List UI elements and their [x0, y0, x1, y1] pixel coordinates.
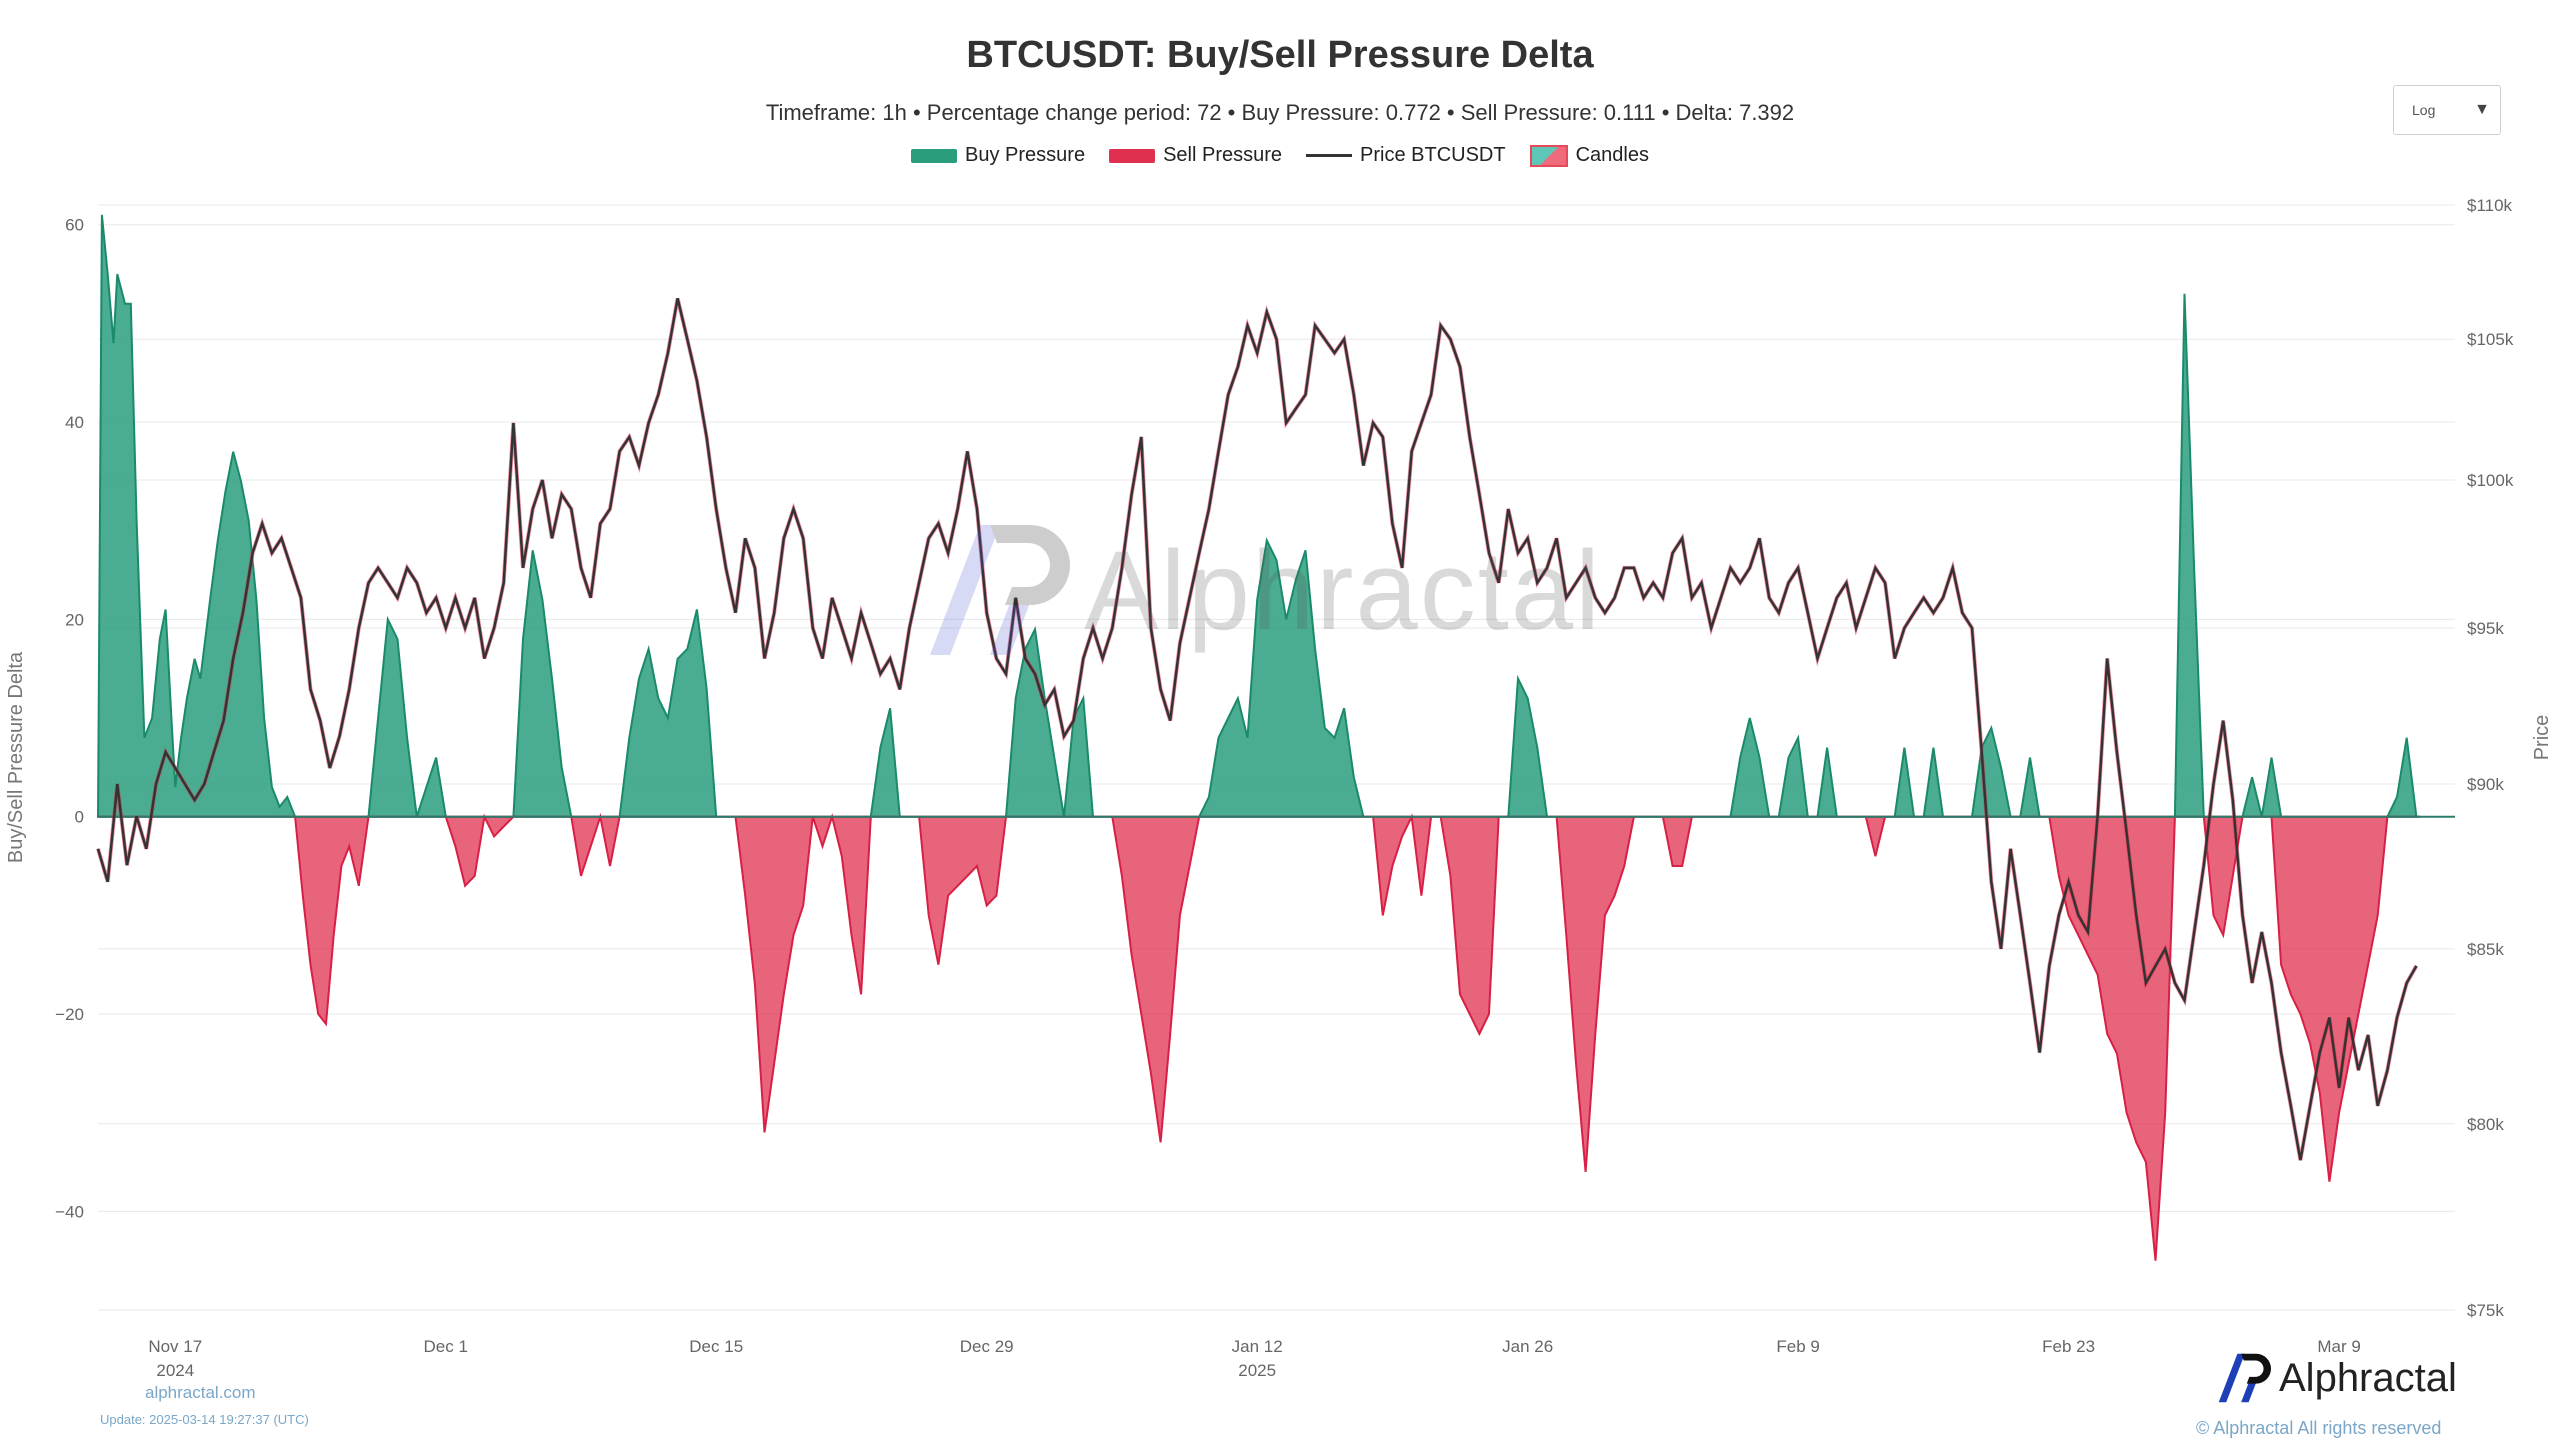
buy-pressure-swatch [911, 148, 958, 163]
x-tick-label: Mar 9 [2317, 1337, 2360, 1356]
legend-label: Buy Pressure [965, 144, 1086, 166]
scale-select-value: Log [2412, 102, 2436, 118]
axes: $110k $105k $100k $95k $90k $85k $80k $75k 60 40 2… [5, 196, 2553, 1380]
price-line [96, 298, 2418, 1161]
y2-tick-label: $95k [2467, 619, 2504, 638]
sell-pressure-swatch [1109, 148, 1156, 163]
chevron-down-icon: ▼ [2474, 101, 2490, 118]
y2-tick-label: $85k [2467, 940, 2504, 959]
x-tick-label: Dec 15 [689, 1337, 743, 1356]
x-tick-label: Dec 1 [424, 1337, 468, 1356]
price-line-swatch [1306, 154, 1353, 157]
legend-item-sell-pressure[interactable]: Sell Pressure [1109, 144, 1282, 167]
legend-label: Sell Pressure [1163, 144, 1283, 166]
y-tick-label: 0 [75, 808, 84, 827]
x-tick-label: Feb 9 [1776, 1337, 1819, 1356]
legend-label: Price BTCUSDT [1360, 144, 1506, 166]
sell-pressure-area [97, 812, 2421, 1261]
y2-tick-label: $110k [2467, 196, 2513, 215]
y-tick-label: 60 [65, 216, 84, 235]
pressure-areas [97, 214, 2455, 1261]
y-tick-label: −40 [55, 1202, 84, 1221]
y2-tick-label: $80k [2467, 1115, 2504, 1134]
copyright-text: © Alphractal All rights reserved [2196, 1418, 2442, 1438]
y-tick-label: 40 [65, 413, 84, 432]
legend-item-price[interactable]: Price BTCUSDT [1306, 144, 1506, 167]
y2-tick-label: $75k [2467, 1301, 2504, 1320]
x-tick-year-label: 2025 [1238, 1361, 1276, 1380]
chart-subtitle: Timeframe: 1h • Percentage change period… [765, 100, 1795, 125]
alphractal-logo-icon [2218, 1353, 2271, 1403]
scale-select[interactable]: Log ▼ [2393, 85, 2501, 135]
y2-tick-label: $105k [2467, 330, 2514, 349]
footer-update-time: Update: 2025-03-14 19:27:37 (UTC) [100, 1412, 309, 1427]
buy-pressure-area [97, 214, 2421, 818]
price-line-group [96, 297, 2419, 1161]
legend-item-buy-pressure[interactable]: Buy Pressure [911, 144, 1085, 167]
x-tick-label: Jan 26 [1502, 1337, 1553, 1356]
y-axis-title: Buy/Sell Pressure Delta [5, 651, 27, 863]
x-tick-label: Dec 29 [960, 1337, 1014, 1356]
y-tick-label: 20 [65, 610, 84, 629]
brand-name: Alphractal [2279, 1355, 2457, 1400]
x-tick-label: Jan 12 [1232, 1337, 1283, 1356]
brand-logo: Alphractal [2215, 1350, 2457, 1406]
chart-title: BTCUSDT: Buy/Sell Pressure Delta [966, 34, 1594, 76]
footer-site-link[interactable]: alphractal.com [145, 1383, 256, 1402]
x-tick-label: Nov 17 [148, 1337, 202, 1356]
y2-tick-label: $100k [2467, 471, 2514, 490]
x-tick-year-label: 2024 [156, 1361, 194, 1380]
y2-tick-label: $90k [2467, 775, 2504, 794]
legend-item-candles[interactable]: Candles [1529, 144, 1649, 167]
candle-icon [1529, 144, 1568, 167]
y2-axis-title: Price [2531, 715, 2553, 761]
legend: Buy Pressure Sell Pressure Price BTCUSDT… [0, 144, 2560, 167]
legend-label: Candles [1575, 144, 1649, 166]
x-tick-label: Feb 23 [2042, 1337, 2095, 1356]
y-tick-label: −20 [55, 1005, 84, 1024]
